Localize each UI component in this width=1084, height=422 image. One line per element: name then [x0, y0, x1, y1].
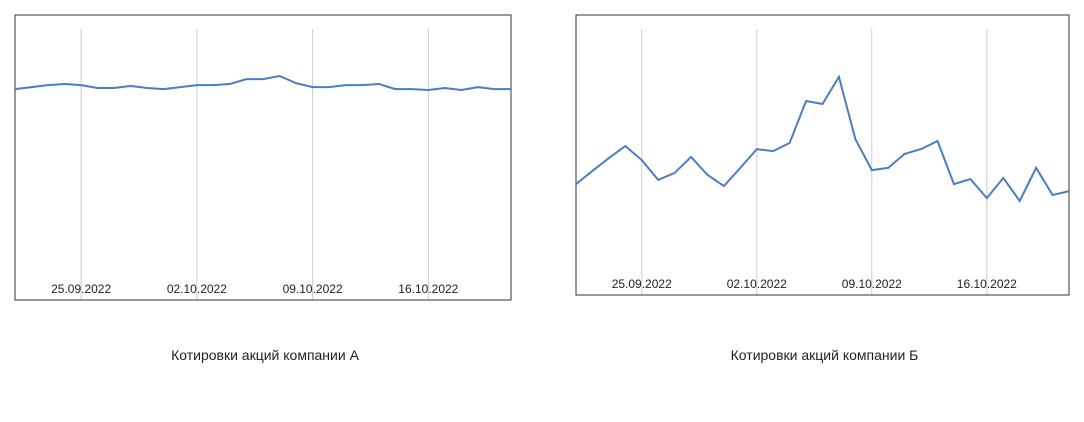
- x-tick-label: 16.10.2022: [957, 277, 1017, 291]
- x-tick-label: 02.10.2022: [167, 282, 227, 296]
- x-tick-label: 16.10.2022: [398, 282, 458, 296]
- x-tick-label: 02.10.2022: [727, 277, 787, 291]
- x-tick-label: 09.10.2022: [842, 277, 902, 291]
- chart-title: Котировки акций компании Б: [731, 347, 919, 363]
- plot-frame: [14, 14, 512, 301]
- x-tick-label: 25.09.2022: [51, 282, 111, 296]
- x-tick-label: 09.10.2022: [283, 282, 343, 296]
- x-tick-label: 25.09.2022: [612, 277, 672, 291]
- series-line: [14, 74, 511, 91]
- plot-frame: [575, 14, 1070, 296]
- chart-title: Котировки акций компании А: [171, 347, 359, 363]
- series-line: [575, 74, 1070, 203]
